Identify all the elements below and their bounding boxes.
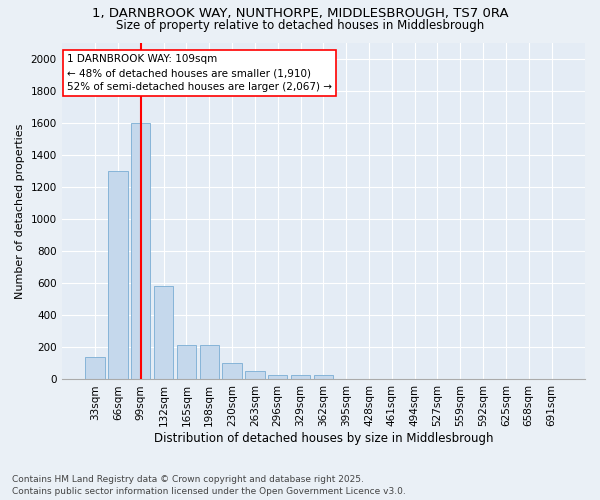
Bar (108, 171, 128, 380)
Bar (314, 376, 333, 380)
Bar (200, 345, 219, 380)
Bar (131, 122, 151, 380)
Bar (154, 286, 173, 380)
Bar (268, 376, 287, 380)
Bar (177, 345, 196, 380)
X-axis label: Distribution of detached houses by size in Middlesbrough: Distribution of detached houses by size … (154, 432, 493, 445)
Bar (245, 372, 265, 380)
Bar (291, 376, 310, 380)
Text: Contains HM Land Registry data © Crown copyright and database right 2025.
Contai: Contains HM Land Registry data © Crown c… (12, 475, 406, 496)
Bar (223, 364, 242, 380)
Y-axis label: Number of detached properties: Number of detached properties (15, 124, 25, 298)
Text: 1 DARNBROOK WAY: 109sqm
← 48% of detached houses are smaller (1,910)
52% of semi: 1 DARNBROOK WAY: 109sqm ← 48% of detache… (67, 54, 332, 92)
Text: Size of property relative to detached houses in Middlesbrough: Size of property relative to detached ho… (116, 18, 484, 32)
Text: 1, DARNBROOK WAY, NUNTHORPE, MIDDLESBROUGH, TS7 0RA: 1, DARNBROOK WAY, NUNTHORPE, MIDDLESBROU… (92, 8, 508, 20)
Bar (85, 357, 105, 380)
